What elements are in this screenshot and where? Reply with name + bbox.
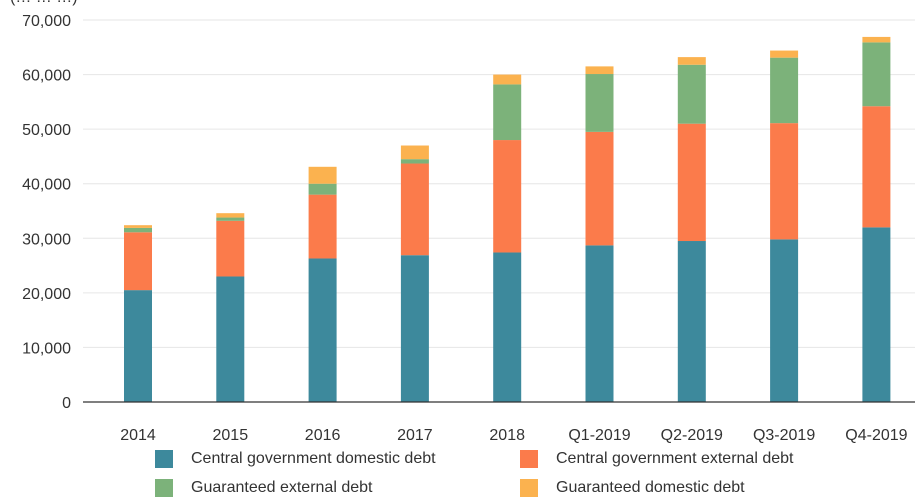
bar-segment bbox=[677, 57, 706, 65]
legend-swatch bbox=[155, 479, 173, 497]
bar-segment bbox=[677, 241, 706, 402]
legend-label: Central government external debt bbox=[556, 450, 794, 467]
y-tick-label: 50,000 bbox=[22, 122, 71, 139]
bar-segment bbox=[862, 42, 891, 107]
bar-segment bbox=[862, 106, 891, 228]
y-tick-label: 0 bbox=[62, 395, 71, 412]
bar-segment bbox=[124, 225, 152, 228]
x-tick-label: 2018 bbox=[489, 427, 525, 444]
bar-segment bbox=[308, 183, 337, 195]
legend-swatch bbox=[155, 450, 173, 468]
bar-segment bbox=[216, 220, 245, 277]
y-tick-label: 70,000 bbox=[22, 13, 71, 30]
legend-item-guaranteed-domestic: Guaranteed domestic debt bbox=[520, 479, 745, 497]
bar-segment bbox=[400, 145, 429, 160]
bar-segment bbox=[400, 255, 429, 402]
y-tick-label: 40,000 bbox=[22, 177, 71, 194]
chart-title-partial: (… … …) bbox=[10, 0, 78, 6]
y-axis: 0 10,000 20,000 30,000 40,000 50,000 60,000 70,… bbox=[22, 13, 71, 412]
y-tick-label: 60,000 bbox=[22, 68, 71, 85]
bar-segment bbox=[585, 74, 614, 132]
x-tick-label: Q1-2019 bbox=[568, 427, 630, 444]
bar-segment bbox=[677, 64, 706, 124]
bar-segment bbox=[308, 258, 337, 402]
x-tick-label: Q4-2019 bbox=[845, 427, 907, 444]
x-tick-label: Q3-2019 bbox=[753, 427, 815, 444]
bar-segment bbox=[585, 245, 614, 402]
legend-item-external: Central government external debt bbox=[520, 450, 793, 468]
bar-segment bbox=[400, 159, 429, 164]
bar-segment bbox=[216, 213, 245, 218]
bar-segment bbox=[770, 123, 799, 240]
legend-swatch bbox=[520, 450, 538, 468]
legend-swatch bbox=[520, 479, 538, 497]
bar-segment bbox=[585, 131, 614, 246]
x-tick-label: Q2-2019 bbox=[661, 427, 723, 444]
bar-segment bbox=[493, 74, 522, 85]
bar-segment bbox=[585, 66, 614, 75]
legend-label: Guaranteed external debt bbox=[191, 479, 373, 496]
bar-segment bbox=[862, 227, 891, 402]
bar-segment bbox=[400, 163, 429, 256]
x-tick-label: 2016 bbox=[305, 427, 341, 444]
bar-segment bbox=[216, 217, 245, 221]
bar-segment bbox=[308, 194, 337, 259]
bar-segment bbox=[493, 84, 522, 141]
bar-segment bbox=[124, 290, 152, 402]
legend-item-domestic: Central government domestic debt bbox=[155, 450, 436, 468]
bars bbox=[124, 36, 891, 402]
bar-segment bbox=[770, 57, 799, 124]
legend-item-guaranteed-external: Guaranteed external debt bbox=[155, 479, 372, 497]
bar-segment bbox=[770, 50, 799, 58]
bar-segment bbox=[308, 166, 337, 184]
x-tick-label: 2017 bbox=[397, 427, 433, 444]
x-tick-label: 2015 bbox=[213, 427, 249, 444]
bar-segment bbox=[770, 239, 799, 402]
x-tick-label: 2014 bbox=[120, 427, 156, 444]
y-tick-label: 10,000 bbox=[22, 340, 71, 357]
legend-label: Guaranteed domestic debt bbox=[556, 479, 745, 496]
bar-segment bbox=[493, 140, 522, 253]
x-axis: 2014 2015 2016 2017 2018 Q1-2019 Q2-2019 Q3-201… bbox=[120, 427, 907, 444]
bar-segment bbox=[862, 36, 891, 43]
bar-segment bbox=[493, 252, 522, 402]
bar-segment bbox=[124, 227, 152, 233]
y-tick-label: 30,000 bbox=[22, 231, 71, 248]
y-tick-label: 20,000 bbox=[22, 286, 71, 303]
bar-segment bbox=[124, 232, 152, 291]
bar-segment bbox=[216, 276, 245, 402]
bar-segment bbox=[677, 123, 706, 242]
legend-label: Central government domestic debt bbox=[191, 450, 436, 467]
